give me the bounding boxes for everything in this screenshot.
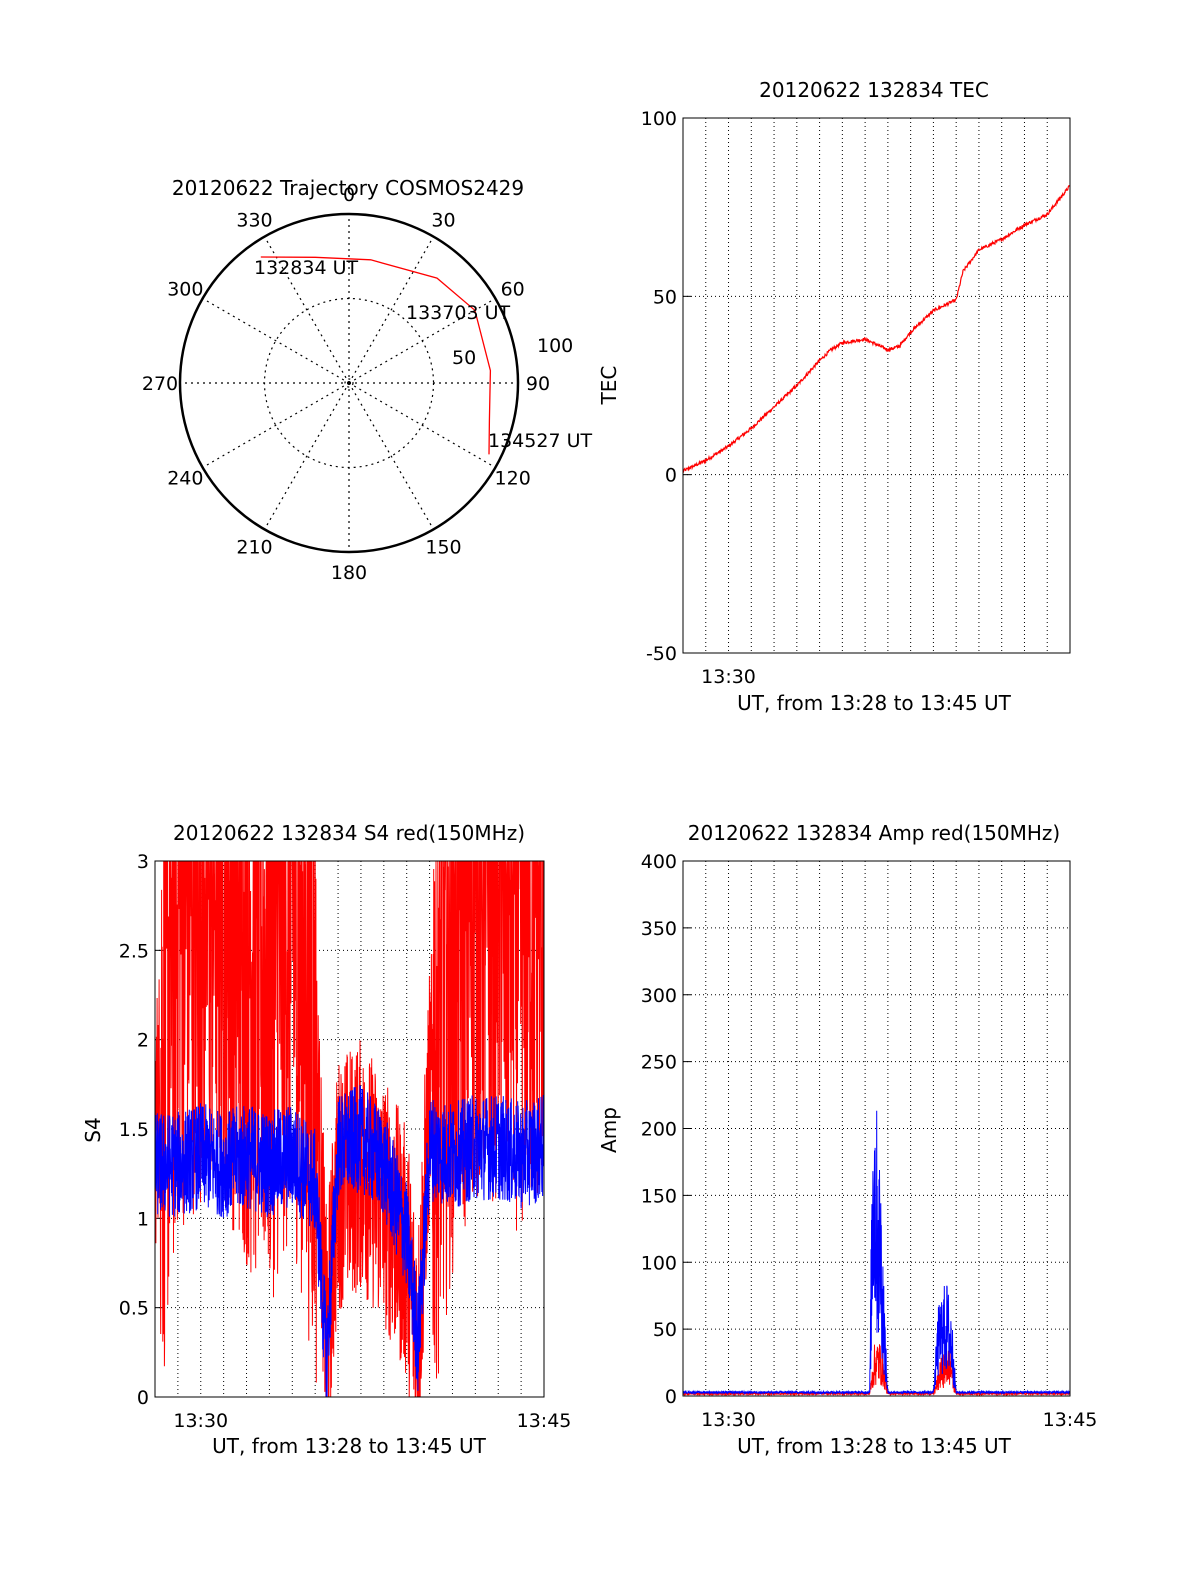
amp-panel: 20120622 132834 Amp red(150MHz) Amp UT, … bbox=[597, 821, 1097, 1458]
polar-trajectory-panel: 20120622 Trajectory COSMOS2429 0 30 60 90 12… bbox=[142, 176, 593, 584]
s4-x-tick-labels: 13:30 13:45 bbox=[173, 1410, 571, 1432]
amp-ytick-label: 300 bbox=[641, 985, 677, 1007]
polar-spoke-210 bbox=[263, 382, 350, 530]
annotation-end: 134527 UT bbox=[488, 430, 592, 452]
s4-y-tick-labels: 0 0.5 1 1.5 2 2.5 3 bbox=[119, 851, 149, 1409]
tec-ytick-label: 100 bbox=[641, 108, 677, 130]
tec-panel: 20120622 132834 TEC TEC UT, from 13:28 t… bbox=[597, 78, 1071, 715]
tec-x-tick-labels: 13:30 bbox=[701, 666, 756, 688]
tec-ytick-label: 0 bbox=[665, 465, 677, 487]
s4-ytick-label: 2 bbox=[137, 1030, 149, 1052]
azimuth-label-150: 150 bbox=[425, 537, 461, 559]
azimuth-label-30: 30 bbox=[431, 209, 455, 231]
polar-spoke-330 bbox=[263, 236, 350, 384]
amp-plot-frame bbox=[682, 860, 1071, 1397]
s4-xtick-label: 13:30 bbox=[173, 1410, 228, 1432]
polar-spoke-240 bbox=[202, 382, 350, 469]
azimuth-label-180: 180 bbox=[331, 562, 367, 584]
amp-xtick-label: 13:45 bbox=[1043, 1409, 1098, 1431]
s4-ytick-label: 1 bbox=[137, 1208, 149, 1230]
amp-ytick-label: 150 bbox=[641, 1185, 677, 1207]
s4-ylabel: S4 bbox=[81, 1117, 105, 1142]
s4-title: 20120622 132834 S4 red(150MHz) bbox=[173, 821, 525, 845]
amp-ytick-label: 200 bbox=[641, 1119, 677, 1141]
amp-xlabel: UT, from 13:28 to 13:45 UT bbox=[737, 1434, 1012, 1458]
s4-ytick-label: 1.5 bbox=[119, 1119, 149, 1141]
tec-ytick-label: -50 bbox=[646, 643, 677, 665]
tec-grid bbox=[683, 117, 1070, 654]
tec-ylabel: TEC bbox=[597, 366, 621, 406]
s4-ytick-label: 0.5 bbox=[119, 1298, 149, 1320]
tec-series bbox=[682, 185, 1071, 474]
tec-ytick-label: 50 bbox=[653, 286, 677, 308]
amp-grid bbox=[683, 860, 1070, 1397]
azimuth-label-120: 120 bbox=[495, 468, 531, 490]
tec-xlabel: UT, from 13:28 to 13:45 UT bbox=[737, 691, 1012, 715]
amp-series-line-1 bbox=[682, 1110, 1071, 1396]
amp-ytick-label: 50 bbox=[653, 1319, 677, 1341]
polar-center-ring bbox=[344, 378, 354, 388]
trajectory-line bbox=[260, 256, 492, 455]
polar-spoke-150 bbox=[348, 382, 435, 530]
polar-spoke-300 bbox=[202, 297, 350, 384]
s4-xlabel: UT, from 13:28 to 13:45 UT bbox=[212, 1434, 487, 1458]
azimuth-label-300: 300 bbox=[167, 279, 203, 301]
amp-ytick-label: 400 bbox=[641, 851, 677, 873]
amp-xtick-label: 13:30 bbox=[701, 1409, 756, 1431]
polar-spoke-60 bbox=[348, 297, 496, 384]
amp-y-tick-labels: 0 50 100 150 200 250 300 350 400 bbox=[641, 851, 677, 1408]
s4-panel: 20120622 132834 S4 red(150MHz) S4 UT, fr… bbox=[81, 821, 571, 1458]
azimuth-label-90: 90 bbox=[526, 373, 550, 395]
tec-series-line-0 bbox=[682, 185, 1071, 474]
amp-title: 20120622 132834 Amp red(150MHz) bbox=[688, 821, 1060, 845]
annotation-start: 132834 UT bbox=[254, 257, 358, 279]
azimuth-label-0: 0 bbox=[343, 184, 355, 206]
amp-series-line-0 bbox=[682, 1344, 1071, 1397]
amp-ytick-label: 350 bbox=[641, 918, 677, 940]
s4-xtick-label: 13:45 bbox=[517, 1410, 572, 1432]
s4-plot-frame bbox=[154, 860, 545, 1398]
tec-plot-frame bbox=[682, 117, 1071, 654]
polar-title: 20120622 Trajectory COSMOS2429 bbox=[172, 176, 524, 200]
s4-ytick-label: 0 bbox=[137, 1387, 149, 1409]
polar-spoke-30 bbox=[348, 236, 435, 384]
polar-spoke-120 bbox=[348, 382, 496, 469]
polar-radial-label-100: 100 bbox=[537, 335, 573, 357]
s4-ytick-label: 3 bbox=[137, 851, 149, 873]
amp-ylabel: Amp bbox=[597, 1107, 621, 1153]
s4-ytick-label: 2.5 bbox=[119, 940, 149, 962]
amp-ytick-label: 250 bbox=[641, 1052, 677, 1074]
polar-azimuth-tick-labels: 0 30 60 90 120 150 180 210 240 270 300 330 bbox=[142, 184, 550, 584]
polar-radial-label-50: 50 bbox=[452, 347, 476, 369]
polar-grid bbox=[180, 214, 518, 552]
s4-series bbox=[154, 860, 545, 1398]
azimuth-label-330: 330 bbox=[236, 209, 272, 231]
polar-outer-ring bbox=[178, 212, 520, 554]
s4-series-line-1 bbox=[154, 1085, 545, 1398]
annotation-mid: 133703 UT bbox=[406, 302, 510, 324]
tec-xtick-label: 13:30 bbox=[701, 666, 756, 688]
azimuth-label-270: 270 bbox=[142, 373, 178, 395]
azimuth-label-210: 210 bbox=[236, 537, 272, 559]
amp-ytick-label: 100 bbox=[641, 1252, 677, 1274]
amp-ytick-label: 0 bbox=[665, 1386, 677, 1408]
tec-y-tick-labels: -50 0 50 100 bbox=[641, 108, 677, 665]
tec-title: 20120622 132834 TEC bbox=[759, 78, 989, 102]
azimuth-label-60: 60 bbox=[501, 279, 525, 301]
amp-series bbox=[682, 1110, 1071, 1397]
amp-x-tick-labels: 13:30 13:45 bbox=[701, 1409, 1097, 1431]
azimuth-label-240: 240 bbox=[167, 468, 203, 490]
